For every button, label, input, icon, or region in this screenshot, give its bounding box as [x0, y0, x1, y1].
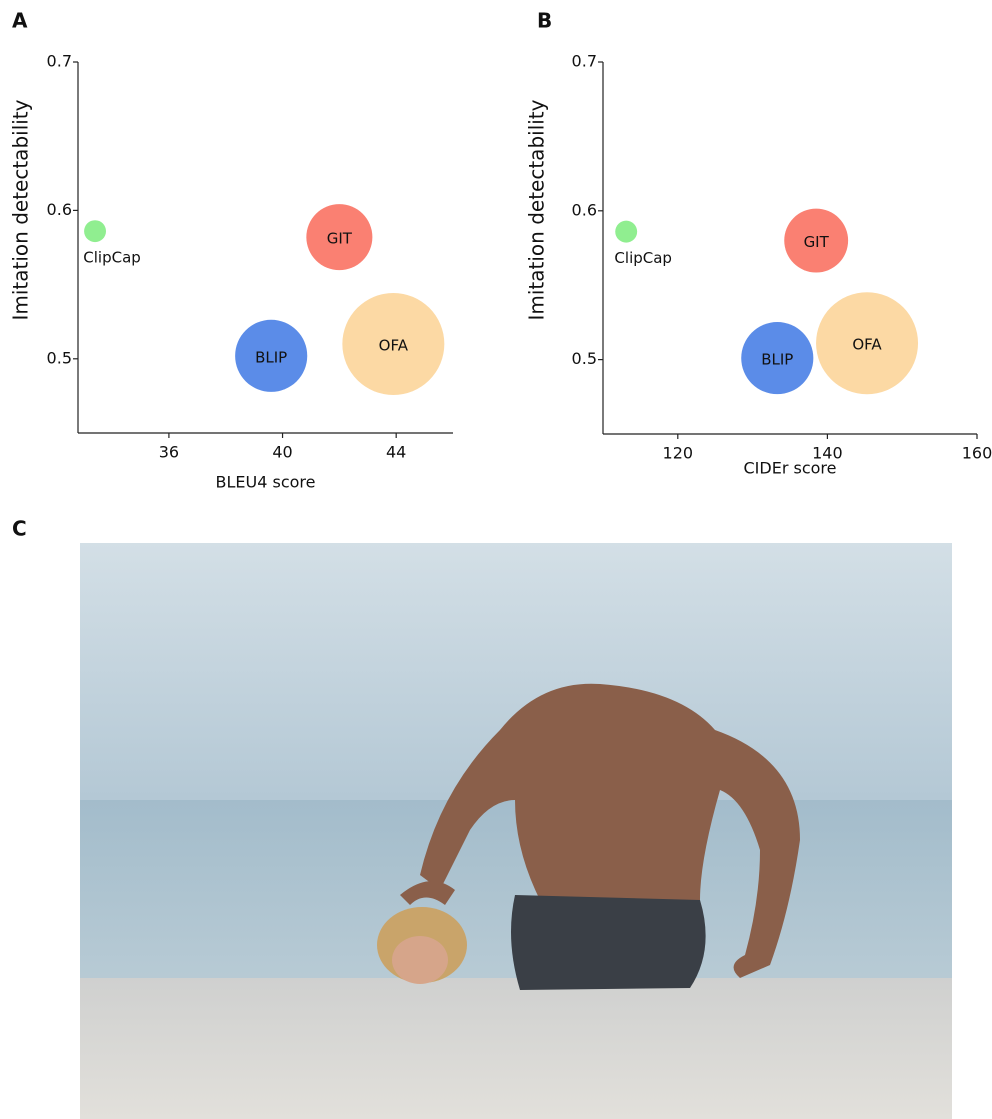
bubble-label: OFA: [379, 336, 409, 354]
bubble: [816, 292, 919, 395]
bubble: [741, 322, 814, 395]
bubble: [235, 319, 308, 392]
bubble-label: GIT: [327, 230, 353, 248]
bubble: [615, 220, 638, 243]
x-tick-label: 44: [386, 443, 406, 462]
y-tick-label: 0.7: [47, 52, 72, 71]
y-tick-label: 0.7: [572, 52, 597, 71]
x-tick-label: 160: [962, 444, 992, 463]
panel-label: B: [537, 9, 552, 33]
panel-label: C: [12, 517, 27, 541]
bubble-label: GIT: [804, 233, 830, 251]
y-tick-label: 0.6: [47, 200, 72, 219]
bubble: [306, 204, 373, 271]
bubble-label: BLIP: [255, 348, 287, 366]
x-tick-label: 40: [272, 443, 292, 462]
bubble: [342, 292, 445, 395]
y-axis-label: Imitation detectability: [525, 99, 549, 320]
bubble: [784, 208, 849, 273]
y-tick-label: 0.6: [572, 200, 597, 219]
bubble-label: BLIP: [761, 351, 793, 369]
bubble-label: ClipCap: [614, 249, 672, 267]
x-axis-label: CIDEr score: [744, 459, 837, 478]
x-axis-label: BLEU4 score: [216, 473, 316, 492]
panel-label: A: [12, 9, 28, 33]
bubble-label: ClipCap: [83, 249, 141, 267]
bubble-label: OFA: [852, 336, 882, 354]
x-tick-label: 36: [159, 443, 179, 462]
y-tick-label: 0.5: [572, 349, 597, 368]
x-tick-label: 120: [663, 444, 694, 463]
photo: [80, 543, 952, 1119]
x-tick-label: 140: [812, 444, 843, 463]
y-tick-label: 0.5: [47, 348, 72, 367]
y-axis-label: Imitation detectability: [9, 99, 33, 320]
bubble: [84, 220, 106, 243]
